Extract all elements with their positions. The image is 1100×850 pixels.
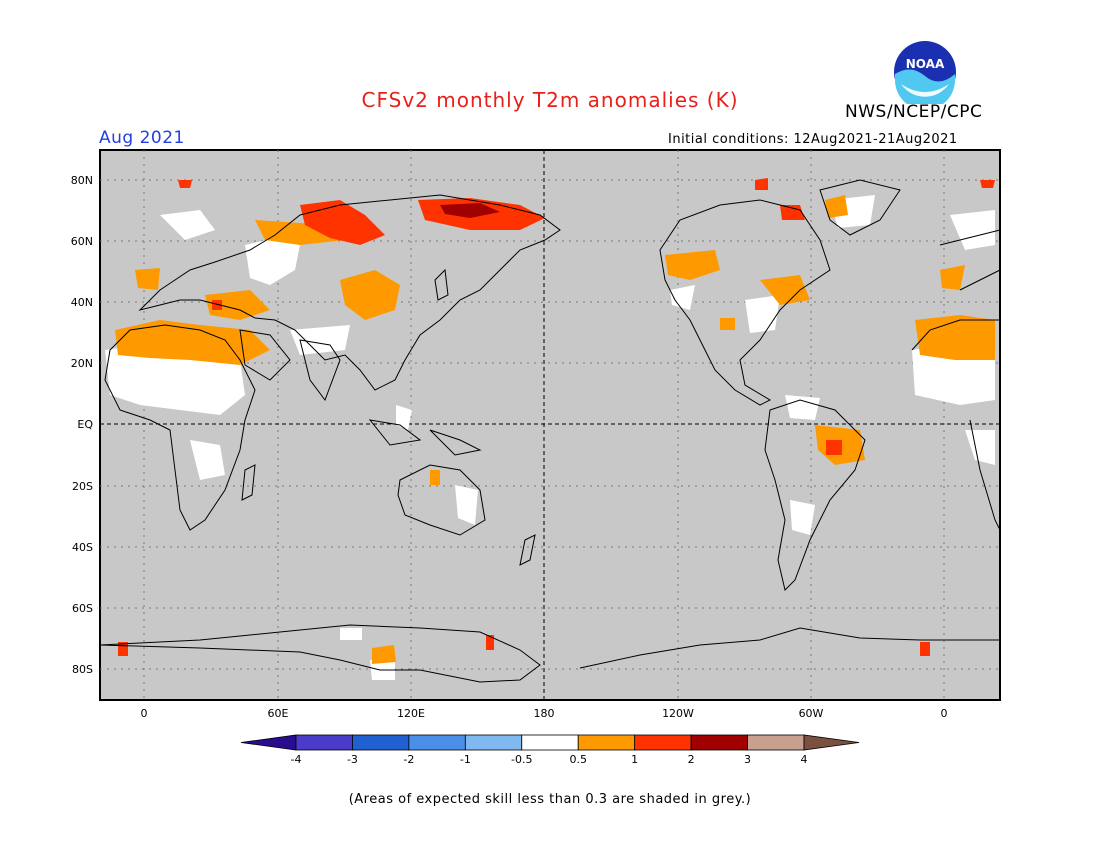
lat-label: 40S — [72, 541, 93, 554]
warm-anomaly-regions — [115, 195, 995, 664]
noaa-logo: NOAA — [894, 41, 956, 104]
colorbar-swatch — [464, 734, 523, 751]
initial-conditions: Initial conditions: 12Aug2021-21Aug2021 — [668, 132, 958, 147]
colorbar-label: 1 — [631, 753, 638, 766]
lon-label: 60E — [268, 707, 289, 720]
latitude-labels: 80N 60N 40N 20N EQ 20S 40S 60S 80S — [71, 174, 94, 676]
colorbar-label: 4 — [801, 753, 808, 766]
logo-text: NOAA — [906, 57, 945, 71]
map-gridlines — [100, 150, 1000, 700]
colorbar-right-arrow — [803, 734, 860, 751]
coastlines — [99, 179, 1001, 683]
colorbar-left-arrow — [240, 734, 297, 751]
lon-label: 120W — [662, 707, 694, 720]
lat-label: 80N — [71, 174, 93, 187]
colorbar-swatch — [295, 734, 353, 751]
very-hot-anomaly-regions — [440, 203, 500, 218]
forecast-month: Aug 2021 — [99, 128, 185, 148]
colorbar-swatch — [521, 734, 579, 751]
chart-title: CFSv2 monthly T2m anomalies (K) — [361, 88, 739, 112]
colorbar-label: -4 — [291, 753, 302, 766]
longitude-labels: 0 60E 120E 180 120W 60W 0 — [141, 707, 948, 720]
colorbar-swatch — [747, 734, 805, 751]
lon-label: 0 — [941, 707, 948, 720]
colorbar-swatch — [408, 734, 466, 751]
lon-label: 0 — [141, 707, 148, 720]
colorbar: -4 -3 -2 -1 -0.5 0.5 1 2 3 4 — [240, 734, 860, 766]
colorbar-swatch — [690, 734, 748, 751]
colorbar-swatch — [577, 734, 636, 751]
colorbar-label: 2 — [688, 753, 695, 766]
lon-label: 120E — [397, 707, 425, 720]
colorbar-label: -2 — [403, 753, 414, 766]
colorbar-label: -1 — [460, 753, 471, 766]
colorbar-swatch — [634, 734, 692, 751]
lon-label: 180 — [534, 707, 555, 720]
lat-label: EQ — [77, 418, 93, 431]
lat-label: 80S — [72, 663, 93, 676]
colorbar-label: -3 — [347, 753, 358, 766]
colorbar-label: -0.5 — [511, 753, 532, 766]
agency-label: NWS/NCEP/CPC — [845, 102, 983, 122]
lat-label: 60S — [72, 602, 93, 615]
map-reference-lines — [100, 150, 1000, 700]
colorbar-label: 0.5 — [569, 753, 587, 766]
lat-label: 20N — [71, 357, 93, 370]
lat-label: 20S — [72, 480, 93, 493]
lat-label: 40N — [71, 296, 93, 309]
footnote: (Areas of expected skill less than 0.3 a… — [348, 792, 752, 807]
colorbar-label: 3 — [744, 753, 751, 766]
lon-label: 60W — [799, 707, 824, 720]
colorbar-swatch — [352, 734, 410, 751]
lat-label: 60N — [71, 235, 93, 248]
map-frame — [99, 149, 1001, 701]
